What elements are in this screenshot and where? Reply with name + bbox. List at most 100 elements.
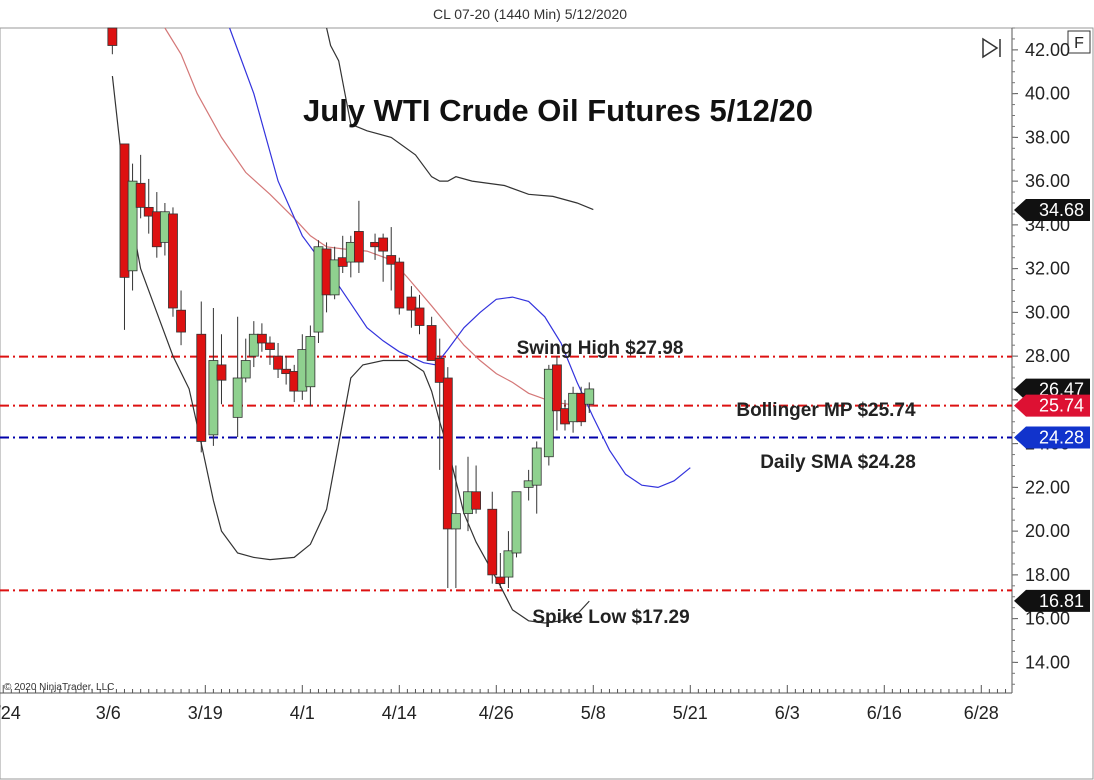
candle — [426, 316, 437, 361]
x-tick-label: 2/24 — [0, 703, 21, 723]
candle-body-down — [442, 377, 453, 530]
candle — [543, 364, 554, 466]
candle — [168, 207, 178, 317]
candle — [370, 233, 380, 260]
spike-low-label: Spike Low $17.29 — [532, 607, 689, 628]
x-tick-label: 3/6 — [96, 703, 121, 723]
candle-body-down — [216, 364, 227, 381]
candle — [495, 553, 506, 588]
skip-triangle[interactable] — [982, 37, 999, 59]
candle — [531, 441, 542, 514]
candle — [394, 257, 405, 315]
chart-title: July WTI Crude Oil Futures 5/12/20 — [303, 93, 813, 128]
y-tick-label: 20.00 — [1025, 521, 1070, 541]
badge-shape — [1014, 589, 1090, 612]
candle — [289, 364, 300, 403]
candle — [378, 233, 389, 282]
bollinger-upper-band — [326, 27, 594, 211]
candle-body-down — [289, 371, 300, 392]
x-axis-ticks: 2/24 3/6 3/19 4/1 4/14 4/26 5/8 5/21 6/3 6/16 6/28 — [0, 685, 1007, 723]
skip-to-end-icon[interactable] — [982, 37, 1001, 59]
candle-body-up — [208, 360, 219, 436]
candle — [584, 382, 595, 413]
bollinger-lower-band — [111, 76, 590, 624]
badge-text: 24.28 — [1039, 428, 1084, 448]
candle — [265, 336, 275, 365]
x-tick-label: 6/3 — [775, 703, 800, 723]
y-tick-label: 42.00 — [1025, 40, 1070, 60]
candle — [256, 323, 267, 352]
candle-body-up — [248, 333, 259, 357]
candle — [353, 200, 364, 273]
candle-body-up — [523, 480, 534, 488]
candle-body-up — [232, 377, 243, 418]
candle-body-down — [256, 333, 267, 344]
badge-shape — [1014, 426, 1090, 449]
candle-body-up — [463, 491, 473, 515]
x-tick-label: 6/16 — [867, 703, 902, 723]
candle — [414, 294, 425, 335]
candle — [487, 491, 498, 584]
candle — [196, 301, 207, 453]
candle — [463, 456, 473, 532]
candle — [406, 286, 417, 328]
candle — [143, 178, 154, 234]
x-tick-label: 3/19 — [188, 703, 223, 723]
horizontal-levels — [0, 355, 1012, 592]
x-tick-label: 4/1 — [290, 703, 315, 723]
upper-band-badge: 34.68 — [1014, 199, 1090, 221]
candle — [232, 316, 243, 438]
candle — [127, 163, 138, 291]
candle — [329, 246, 340, 300]
candle-body-down — [370, 241, 380, 248]
badge-text: 25.74 — [1039, 396, 1084, 416]
y-tick-label: 18.00 — [1025, 565, 1070, 585]
candle — [119, 143, 130, 330]
candle — [337, 235, 348, 273]
candle — [305, 325, 316, 407]
candle — [321, 242, 332, 313]
f-button[interactable]: F — [1067, 30, 1091, 54]
bollinger-mp-label: Bollinger MP $25.74 — [736, 400, 916, 421]
x-tick-label: 6/28 — [964, 703, 999, 723]
y-tick-label: 14.00 — [1025, 652, 1070, 672]
badge-text: 34.68 — [1039, 200, 1084, 220]
y-tick-label: 32.00 — [1025, 259, 1070, 279]
candle-body-down — [434, 357, 445, 383]
x-tick-label: 5/21 — [673, 703, 708, 723]
candle-body-up — [305, 336, 316, 388]
x-tick-label: 5/8 — [581, 703, 606, 723]
candle — [568, 386, 578, 433]
candle-body-down — [552, 364, 562, 412]
candle-body-down — [196, 333, 207, 442]
candle — [151, 192, 162, 258]
candle-body-down — [386, 255, 397, 265]
candle — [442, 367, 453, 588]
candle — [159, 203, 170, 256]
candle-body-down — [353, 231, 364, 263]
candle-body-up — [313, 246, 324, 333]
f-button-label[interactable]: F — [1074, 35, 1084, 52]
candle — [345, 235, 356, 278]
candle-body-up — [127, 180, 138, 272]
candle — [471, 465, 481, 514]
candle — [552, 356, 562, 431]
y-tick-label: 22.00 — [1025, 477, 1070, 497]
candle-body-down — [495, 576, 506, 585]
y-tick-label: 38.00 — [1025, 127, 1070, 147]
candle-body-down — [394, 261, 405, 309]
chart-header-title: CL 07-20 (1440 Min) 5/12/2020 — [433, 6, 627, 22]
candle — [503, 531, 514, 588]
candle — [273, 343, 283, 378]
candle-body-down — [337, 257, 348, 267]
candle-body-up — [345, 241, 356, 263]
candle — [176, 290, 186, 346]
candle-body-up — [503, 550, 514, 578]
candle-body-down — [151, 211, 162, 248]
badge-text: 16.81 — [1039, 591, 1084, 611]
candle-body-up — [584, 388, 595, 405]
sma-badge: 24.28 — [1014, 426, 1090, 449]
f-button-box[interactable] — [1067, 30, 1091, 54]
